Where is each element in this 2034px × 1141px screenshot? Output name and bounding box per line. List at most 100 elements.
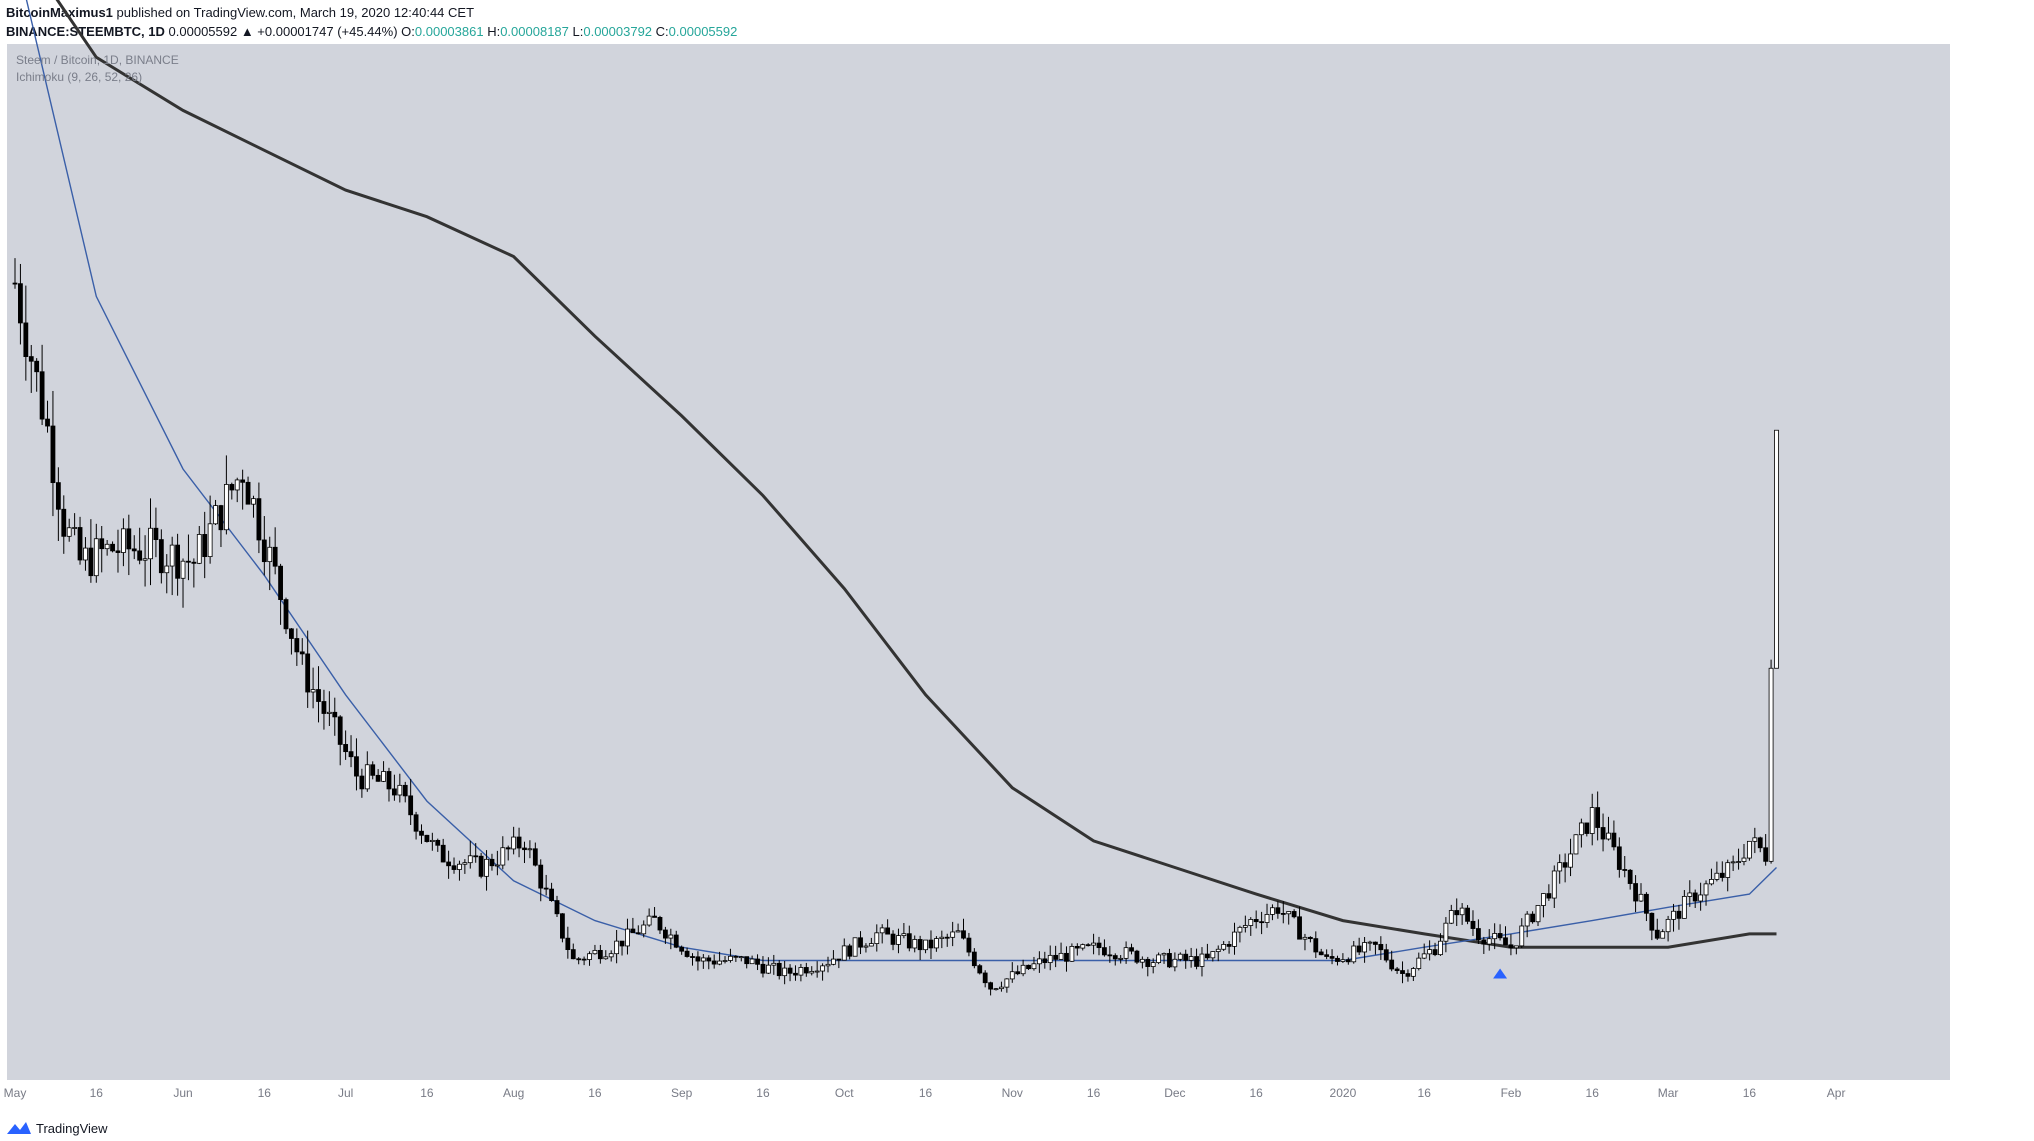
tradingview-logo-icon xyxy=(7,1122,31,1134)
candle-down xyxy=(1470,920,1476,929)
candle-down xyxy=(348,751,354,758)
candle-down xyxy=(110,543,115,552)
candle-up xyxy=(1427,949,1433,955)
candle-down xyxy=(776,962,782,977)
candle-up xyxy=(825,963,831,967)
candle-down xyxy=(657,917,663,931)
candle-down xyxy=(988,982,993,990)
buy-arrow-icon xyxy=(1493,968,1508,979)
candle-up xyxy=(809,970,815,974)
x-tick-label: Jul xyxy=(338,1086,353,1100)
brand-name[interactable]: TradingView xyxy=(36,1120,108,1136)
candle-up xyxy=(668,934,674,939)
time-axis[interactable] xyxy=(7,1080,1950,1106)
candle-up xyxy=(1270,907,1275,915)
candle-up xyxy=(722,960,728,962)
candle-up xyxy=(782,967,788,977)
candle-up xyxy=(527,848,533,851)
candle-down xyxy=(305,653,311,693)
candle-down xyxy=(283,599,289,630)
candle-up xyxy=(310,689,316,693)
candle-up xyxy=(1681,896,1687,919)
candle-down xyxy=(45,418,50,427)
publisher-line: BitcoinMaximus1 published on TradingView… xyxy=(6,3,737,22)
candle-up xyxy=(207,523,213,558)
candle-down xyxy=(663,929,668,939)
footer: TradingView xyxy=(6,1117,108,1139)
candle-down xyxy=(1085,944,1091,947)
candle-up xyxy=(1091,942,1096,946)
candle-up xyxy=(1004,978,1010,988)
candle-up xyxy=(728,955,733,961)
candle-up xyxy=(1031,963,1037,970)
candle-up xyxy=(1665,918,1671,933)
candle-down xyxy=(12,282,18,285)
price-axis[interactable] xyxy=(1950,44,2034,1080)
candle-down xyxy=(1719,872,1725,878)
candle-down xyxy=(1329,956,1335,959)
candle-down xyxy=(1405,973,1411,977)
candle-down xyxy=(755,958,760,965)
candle-up xyxy=(364,764,370,790)
candle-up xyxy=(1080,944,1086,949)
candle-down xyxy=(55,482,61,510)
candle-up xyxy=(104,543,110,550)
candle-up xyxy=(180,560,186,579)
candle-up xyxy=(462,862,468,865)
candle-up xyxy=(1172,958,1178,968)
x-tick-label: Mar xyxy=(1658,1086,1679,1100)
candle-down xyxy=(375,774,381,782)
candle-up xyxy=(1486,938,1492,945)
candle-up xyxy=(1573,834,1579,855)
candle-up xyxy=(1589,807,1595,834)
candle-up xyxy=(1774,429,1779,669)
candle-down xyxy=(294,638,300,653)
candle-down xyxy=(99,538,105,550)
candle-up xyxy=(1524,913,1530,927)
author-name[interactable]: BitcoinMaximus1 xyxy=(6,5,113,20)
low-value: 0.00003792 xyxy=(583,24,653,39)
legend-title: Steem / Bitcoin, 1D, BINANCE xyxy=(16,53,179,67)
candle-down xyxy=(1194,956,1199,967)
plot-area[interactable] xyxy=(7,44,1950,1080)
candle-down xyxy=(635,932,641,935)
candle-up xyxy=(1410,968,1416,977)
candle-down xyxy=(1378,944,1384,951)
x-tick-label: Sep xyxy=(671,1086,693,1100)
candle-down xyxy=(1107,954,1113,957)
candle-down xyxy=(1654,929,1660,939)
candle-down xyxy=(1616,846,1622,870)
x-tick-label: 16 xyxy=(1418,1086,1432,1100)
candle-down xyxy=(1313,938,1319,953)
candle-up xyxy=(1232,931,1237,947)
candle-up xyxy=(267,546,273,563)
candle-up xyxy=(1448,910,1454,924)
candle-up xyxy=(1606,832,1611,840)
candle-down xyxy=(711,960,717,965)
candle-down xyxy=(1015,971,1021,975)
candle-down xyxy=(451,865,457,870)
x-tick-label: Oct xyxy=(835,1086,854,1100)
x-tick-label: Aug xyxy=(503,1086,524,1100)
x-tick-label: Feb xyxy=(1501,1086,1522,1100)
ohlc-line: BINANCE:STEEMBTC, 1D 0.00005592 ▲ +0.000… xyxy=(6,22,737,41)
candle-up xyxy=(1671,910,1676,920)
candle-down xyxy=(1226,944,1232,947)
high-label: H: xyxy=(487,24,501,39)
x-tick-label: 16 xyxy=(756,1086,770,1100)
candle-up xyxy=(1513,945,1519,949)
candle-down xyxy=(413,814,419,832)
candle-down xyxy=(1096,942,1102,949)
x-tick-label: 2020 xyxy=(1330,1086,1357,1100)
candle-up xyxy=(1242,925,1248,928)
candle-up xyxy=(1367,941,1373,944)
open-label: O: xyxy=(401,24,415,39)
low-label: L: xyxy=(572,24,584,39)
x-tick-label: 16 xyxy=(258,1086,272,1100)
candle-up xyxy=(700,957,706,962)
candle-up xyxy=(1302,936,1308,940)
candle-up xyxy=(1351,945,1357,963)
candle-up xyxy=(213,505,218,525)
candle-up xyxy=(1459,907,1465,916)
